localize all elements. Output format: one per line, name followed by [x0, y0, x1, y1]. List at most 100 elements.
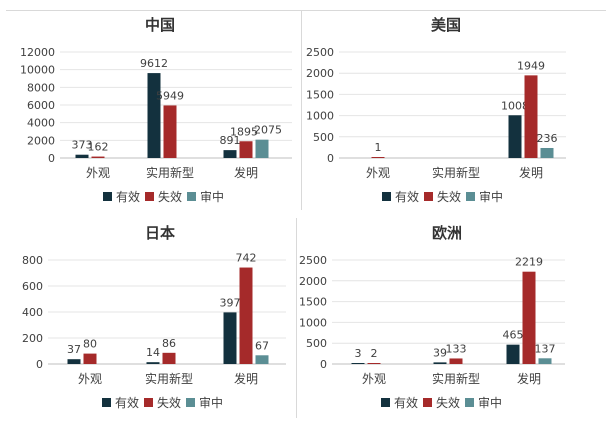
data-label: 133	[446, 342, 467, 355]
data-label: 742	[236, 252, 257, 265]
data-label: 14	[146, 346, 160, 359]
legend-label: 有效	[116, 189, 140, 204]
chart-title: 欧洲	[432, 224, 462, 242]
bar-有效	[508, 115, 522, 158]
data-label: 1949	[517, 59, 545, 72]
bar-有效	[506, 344, 520, 364]
legend-label: 失效	[436, 395, 460, 410]
legend-swatch	[187, 192, 196, 201]
y-tick-label: 2000	[27, 134, 55, 147]
y-tick-label: 12000	[20, 46, 55, 59]
vertical-divider-top	[301, 10, 302, 210]
legend-swatch	[103, 192, 112, 201]
data-label: 2219	[515, 256, 543, 269]
legend-swatch	[102, 398, 111, 407]
x-category-label: 发明	[234, 371, 258, 386]
data-label: 891	[220, 134, 241, 147]
legend-swatch	[144, 398, 153, 407]
bar-审中	[255, 139, 269, 158]
bar-失效	[371, 157, 385, 158]
legend-label: 审中	[199, 395, 223, 410]
legend-swatch	[382, 192, 391, 201]
x-category-label: 发明	[519, 165, 543, 180]
y-tick-label: 1500	[299, 296, 327, 309]
data-label: 2075	[254, 124, 282, 137]
bar-失效	[91, 156, 105, 158]
data-label: 397	[220, 296, 241, 309]
data-label: 2	[371, 347, 378, 360]
legend-label: 审中	[478, 395, 502, 410]
y-tick-label: 500	[306, 337, 327, 350]
bar-失效	[239, 267, 253, 364]
bar-有效	[433, 362, 447, 364]
y-tick-label: 0	[327, 152, 334, 165]
x-category-label: 实用新型	[145, 371, 193, 386]
x-category-label: 外观	[366, 166, 390, 180]
y-tick-label: 500	[313, 131, 334, 144]
data-label: 5949	[156, 89, 184, 102]
y-tick-label: 2500	[299, 254, 327, 267]
bar-有效	[223, 150, 237, 158]
y-tick-label: 0	[48, 152, 55, 165]
chart-title: 日本	[145, 224, 175, 242]
data-label: 1008	[501, 99, 529, 112]
y-tick-label: 4000	[27, 117, 55, 130]
data-label: 39	[433, 346, 447, 359]
bar-有效	[351, 363, 365, 364]
x-category-label: 实用新型	[146, 165, 194, 180]
y-tick-label: 6000	[27, 99, 55, 112]
bar-失效	[162, 352, 176, 364]
y-tick-label: 0	[320, 358, 327, 371]
legend-label: 审中	[200, 189, 224, 204]
bar-失效	[522, 271, 536, 364]
bar-有效	[147, 73, 161, 158]
y-tick-label: 200	[22, 332, 43, 345]
legend-swatch	[145, 192, 154, 201]
bar-失效	[524, 75, 538, 158]
bar-有效	[75, 154, 89, 158]
y-tick-label: 8000	[27, 81, 55, 94]
bar-审中	[255, 355, 269, 364]
x-category-label: 外观	[86, 166, 110, 180]
bar-有效	[146, 362, 160, 364]
legend-swatch	[424, 192, 433, 201]
bar-审中	[538, 358, 552, 364]
data-label: 9612	[140, 57, 168, 70]
bar-审中	[540, 147, 554, 158]
legend-swatch	[423, 398, 432, 407]
y-tick-label: 1500	[306, 88, 334, 101]
y-tick-label: 2500	[306, 46, 334, 59]
x-category-label: 外观	[362, 372, 386, 386]
chart-title: 中国	[145, 16, 175, 34]
y-tick-label: 2000	[299, 275, 327, 288]
legend-label: 失效	[158, 189, 182, 204]
y-tick-label: 800	[22, 254, 43, 267]
chart-panel-2: 美国 0 500 1000 1500 2000 2500 1 外观 实用新型 1008 1949 236…	[306, 16, 566, 204]
legend-label: 审中	[479, 189, 503, 204]
bar-有效	[223, 312, 237, 364]
legend-swatch	[381, 398, 390, 407]
bar-失效	[239, 141, 253, 158]
y-tick-label: 2000	[306, 67, 334, 80]
x-category-label: 实用新型	[432, 371, 480, 386]
y-tick-label: 0	[36, 358, 43, 371]
legend-swatch	[466, 192, 475, 201]
y-tick-label: 600	[22, 280, 43, 293]
legend-label: 有效	[115, 395, 139, 410]
top-divider	[6, 10, 606, 11]
data-label: 67	[255, 339, 269, 352]
x-category-label: 发明	[517, 371, 541, 386]
x-category-label: 外观	[78, 372, 102, 386]
legend-label: 有效	[394, 395, 418, 410]
data-label: 162	[88, 141, 109, 154]
data-label: 1895	[230, 125, 258, 138]
data-label: 236	[537, 132, 558, 145]
data-label: 37	[67, 343, 81, 356]
data-label: 373	[72, 139, 93, 152]
y-tick-label: 1000	[306, 110, 334, 123]
legend-label: 失效	[157, 395, 181, 410]
